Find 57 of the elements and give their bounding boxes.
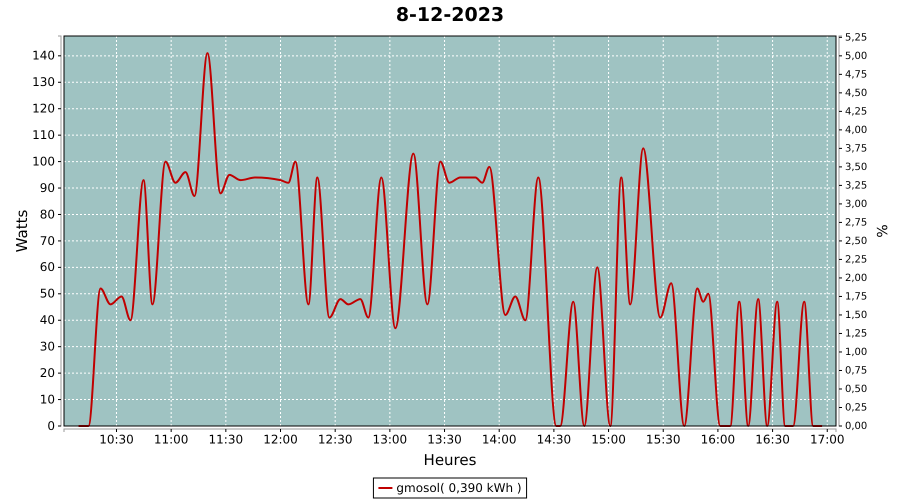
y2-tick-label: 0,00 [845,421,868,432]
y-tick-label: 50 [40,286,55,301]
y2-tick-label: 4,50 [845,88,868,100]
x-tick-label: 11:00 [154,432,188,447]
y-axis-title: Watts [13,210,31,252]
y2-tick-label: 3,50 [845,162,868,174]
x-tick-label: 12:00 [263,432,298,447]
legend-label: gmosol( 0,390 kWh ) [396,481,522,495]
y2-tick-label: 2,75 [845,218,868,229]
y2-tick-label: 0,75 [845,366,868,377]
y-tick-label: 40 [40,313,55,328]
y2-tick-label: 5,00 [845,51,868,62]
x-tick-label: 11:30 [208,432,244,447]
x-tick-label: 15:00 [591,432,626,447]
y-tick-label: 30 [40,340,55,354]
y2-axis-title: % [873,224,889,238]
x-tick-label: 16:30 [755,432,790,447]
y-tick-label: 110 [32,128,55,142]
y-tick-label: 60 [40,260,55,274]
y2-tick-label: 4,75 [845,70,868,81]
y2-tick-label: 2,25 [845,254,868,266]
x-tick-label: 17:00 [810,432,845,447]
y2-tick-label: 0,50 [845,384,868,396]
y-tick-label: 100 [32,154,55,168]
x-tick-label: 14:00 [482,432,517,447]
y2-tick-label: 3,75 [845,144,868,155]
y-tick-label: 90 [40,180,55,195]
x-tick-label: 13:00 [372,432,408,447]
y-tick-label: 10 [40,392,55,406]
y2-tick-label: 0,25 [845,402,868,414]
x-tick-label: 14:30 [536,432,572,447]
x-tick-label: 12:30 [318,432,352,447]
y-tick-label: 0 [47,418,55,433]
y2-tick-label: 2,00 [845,273,868,284]
x-tick-label: 16:00 [700,432,736,447]
y2-tick-label: 1,25 [845,328,868,340]
y2-tick-label: 3,00 [845,199,868,210]
y2-tick-label: 4,00 [845,125,868,136]
y2-tick-label: 4,25 [845,106,868,118]
line-series [78,52,824,427]
x-tick-label: 13:30 [427,432,462,447]
y-tick-label: 80 [40,207,55,222]
y-tick-label: 20 [40,366,55,380]
y2-tick-label: 1,00 [845,347,868,358]
y2-tick-label: 2,50 [845,236,868,248]
y2-tick-label: 1,75 [845,292,868,303]
y2-tick-label: 3,25 [845,180,868,192]
y2-tick-label: 5,25 [845,32,868,44]
y-tick-label: 120 [32,102,55,116]
chart-title: 8-12-2023 [396,4,504,26]
y-tick-label: 140 [32,48,55,63]
y-tick-label: 70 [40,234,55,248]
y2-tick-label: 1,50 [845,310,868,322]
y-tick-label: 130 [32,75,55,90]
x-axis-title: Heures [424,451,477,469]
x-tick-label: 15:30 [646,432,681,447]
x-tick-label: 10:30 [99,432,134,447]
